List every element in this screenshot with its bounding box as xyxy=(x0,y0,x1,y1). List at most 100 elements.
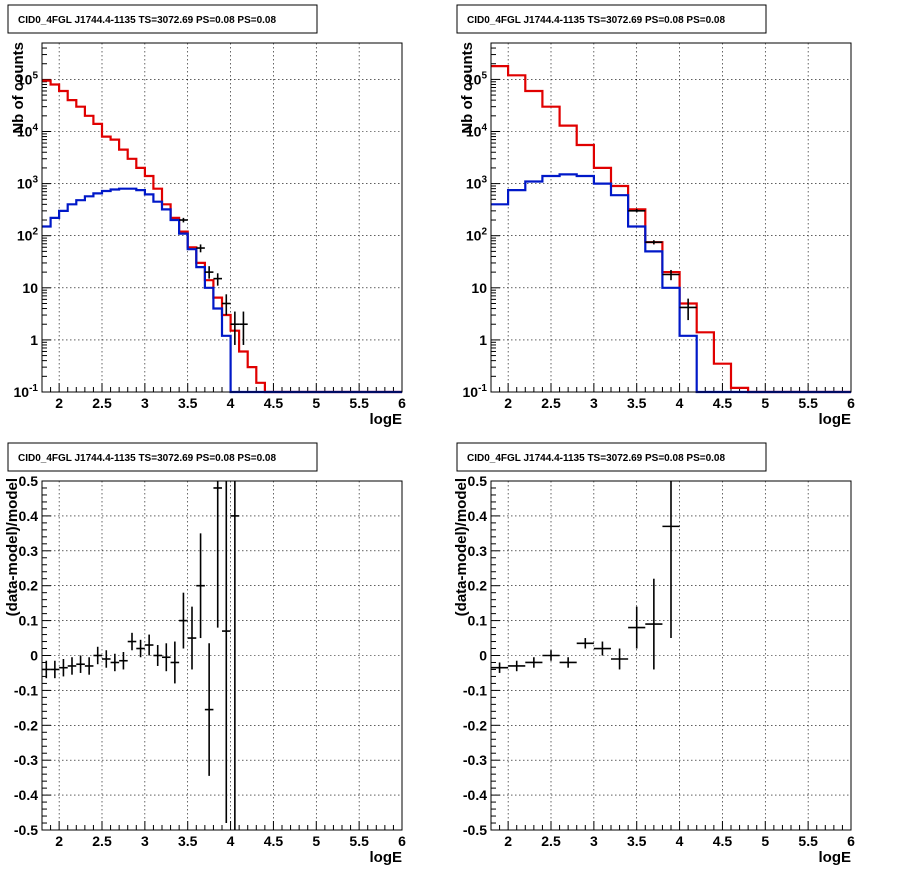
y-tick-label: 104 xyxy=(17,123,39,140)
x-tick-label: 4 xyxy=(227,395,235,411)
residual-point xyxy=(110,653,120,672)
x-tick-label: 3 xyxy=(141,833,149,849)
x-tick-label: 2 xyxy=(55,833,63,849)
x-tick-label: 2 xyxy=(55,395,63,411)
panel-title: CID0_4FGL J1744.4-1135 TS=3072.69 PS=0.0… xyxy=(467,453,725,464)
plot-frame xyxy=(490,480,852,831)
residual-point xyxy=(662,481,680,639)
panel-title-box xyxy=(456,442,767,472)
panel-title-box xyxy=(456,4,767,34)
y-tick-label: -0.2 xyxy=(463,717,487,733)
x-tick-label: 5 xyxy=(761,833,769,849)
data-point xyxy=(222,294,231,316)
residual-point xyxy=(102,650,111,668)
data-point xyxy=(179,217,188,223)
y-tick-label: 10-1 xyxy=(463,383,488,400)
x-tick-label: 5.5 xyxy=(349,833,369,849)
data-point xyxy=(628,209,646,213)
y-tick-label: -0.5 xyxy=(14,822,38,838)
y-tick-label: -0.4 xyxy=(463,787,487,803)
residual-point xyxy=(179,592,188,649)
x-tick-label: 2.5 xyxy=(541,833,561,849)
residual-point xyxy=(119,652,128,670)
x-tick-label: 3.5 xyxy=(178,395,198,411)
y-tick-label: 102 xyxy=(17,227,39,244)
x-tick-label: 3.5 xyxy=(627,395,647,411)
panel-counts-left: 2 2.5 3 3.5 4 4.5 5 5.5 6 10-1 1 10 102 103 104 105 CID… xyxy=(7,4,406,428)
plot-frame xyxy=(41,42,403,393)
residual-point xyxy=(162,643,171,672)
data-point xyxy=(662,269,680,281)
residual-point xyxy=(67,657,77,675)
plot-content: 2 2.5 3 3.5 4 4.5 5 5.5 6 -0.5 -0.4 -0.3 -0.2 -0.1 0 0.… xyxy=(14,473,406,849)
residual-point xyxy=(170,641,180,684)
y-tick-label: -0.3 xyxy=(14,752,38,768)
x-tick-label: 2.5 xyxy=(92,395,112,411)
x-axis-label: logE xyxy=(370,849,403,866)
y-tick-label: -0.5 xyxy=(463,822,487,838)
x-tick-label: 4.5 xyxy=(264,833,284,849)
x-tick-label: 5 xyxy=(312,395,320,411)
residual-point xyxy=(153,645,162,666)
panel-residuals-left: 2 2.5 3 3.5 4 4.5 5 5.5 6 -0.5 -0.4 -0.3 -0.2 -0.1 0 0.… xyxy=(4,442,406,866)
y-tick-label: 103 xyxy=(466,175,488,192)
x-tick-label: 2 xyxy=(504,395,512,411)
y-tick-label: 0 xyxy=(479,648,487,664)
y-tick-label: -0.4 xyxy=(14,787,38,803)
data-point xyxy=(204,266,214,279)
x-tick-label: 4.5 xyxy=(713,395,733,411)
y-tick-label: -0.2 xyxy=(14,717,38,733)
residual-point xyxy=(42,660,51,679)
x-tick-label: 5.5 xyxy=(349,395,369,411)
residual-point xyxy=(93,646,102,665)
y-axis-label: (data-model)/model xyxy=(453,478,470,616)
y-tick-label: 0.1 xyxy=(19,613,39,629)
residual-point xyxy=(196,533,205,639)
y-tick-label: 0.5 xyxy=(19,473,39,489)
panel-title: CID0_4FGL J1744.4-1135 TS=3072.69 PS=0.0… xyxy=(18,15,276,26)
y-axis-label: Nb of counts xyxy=(10,42,27,134)
data-point xyxy=(679,298,697,321)
x-tick-label: 4.5 xyxy=(713,833,733,849)
y-tick-label: 0.3 xyxy=(468,543,488,559)
panel-title-box xyxy=(7,442,318,472)
y-tick-label: 0.2 xyxy=(19,578,39,594)
residual-point xyxy=(59,658,68,677)
x-tick-label: 4 xyxy=(676,833,684,849)
y-tick-label: 1 xyxy=(479,332,487,348)
y-tick-label: 0.1 xyxy=(468,613,488,629)
y-tick-label: 0.2 xyxy=(468,578,488,594)
y-tick-label: 0 xyxy=(30,648,38,664)
x-axis-label: logE xyxy=(819,849,852,866)
y-tick-label: 104 xyxy=(466,123,488,140)
x-tick-label: 6 xyxy=(398,395,406,411)
data-point xyxy=(239,311,248,345)
x-tick-label: 2 xyxy=(504,833,512,849)
residual-point xyxy=(230,481,240,830)
residual-point xyxy=(628,606,646,649)
residual-point xyxy=(204,643,214,776)
x-tick-label: 3 xyxy=(590,833,598,849)
residual-point xyxy=(127,632,137,651)
residual-point xyxy=(136,639,145,658)
x-tick-label: 6 xyxy=(847,833,855,849)
residual-point xyxy=(84,657,94,675)
x-tick-label: 2.5 xyxy=(541,395,561,411)
x-tick-label: 6 xyxy=(847,395,855,411)
data-point xyxy=(230,311,240,345)
panel-title-box xyxy=(7,4,318,34)
plot-content: 2 2.5 3 3.5 4 4.5 5 5.5 6 -0.5 -0.4 -0.3 -0.2 -0.1 0 0.… xyxy=(463,473,855,849)
residual-point xyxy=(576,638,594,649)
panel-title: CID0_4FGL J1744.4-1135 TS=3072.69 PS=0.0… xyxy=(467,15,725,26)
residual-point xyxy=(222,481,231,824)
x-tick-label: 5 xyxy=(761,395,769,411)
residual-point xyxy=(508,660,526,672)
y-tick-label: 0.3 xyxy=(19,543,39,559)
y-tick-label: 1 xyxy=(30,332,38,348)
residual-point xyxy=(491,662,509,673)
residual-point xyxy=(525,657,543,668)
x-tick-label: 4 xyxy=(227,833,235,849)
x-tick-label: 6 xyxy=(398,833,406,849)
x-tick-label: 4 xyxy=(676,395,684,411)
